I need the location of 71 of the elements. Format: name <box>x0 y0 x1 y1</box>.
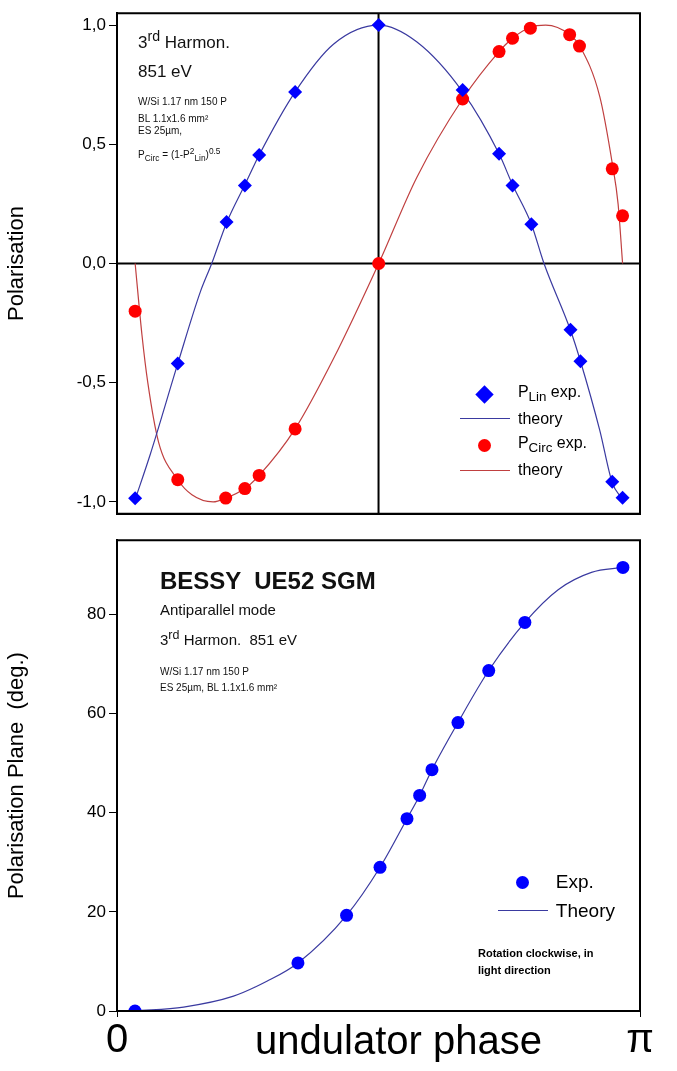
point <box>128 491 143 506</box>
point <box>523 21 537 35</box>
point <box>524 217 539 232</box>
legend-label: Exp. <box>555 870 594 894</box>
annotation: BL 1.1x1.6 mm² <box>138 112 210 126</box>
annotation: W/Si 1.17 nm 150 P <box>138 96 228 109</box>
y-tick-label: -0,5 <box>76 372 106 392</box>
point <box>288 422 302 436</box>
legend-label: P$_{Lin}$ exp. <box>517 381 582 406</box>
point <box>171 473 185 487</box>
point <box>605 474 620 489</box>
point <box>291 956 305 970</box>
point <box>238 482 252 496</box>
y-tick-label: 60 <box>87 703 106 723</box>
x-axis-title: undulator phase <box>255 1018 542 1063</box>
legend-label: P$_{Circ}$ exp. <box>517 432 587 457</box>
point <box>425 763 439 777</box>
point <box>373 860 387 874</box>
legend-label: Theory <box>555 898 615 923</box>
annotation: Antiparallel mode <box>160 601 277 620</box>
legend-label: theory <box>517 460 563 480</box>
annotation: 851 eV <box>138 60 193 83</box>
point <box>506 31 520 45</box>
point <box>616 560 630 574</box>
point <box>372 257 386 270</box>
point <box>482 664 496 678</box>
point <box>128 304 142 318</box>
point <box>492 45 506 59</box>
point <box>219 491 233 505</box>
point <box>616 209 630 223</box>
point <box>451 716 465 730</box>
y-tick-label: 1,0 <box>82 14 106 34</box>
point <box>573 354 588 369</box>
annotation: 3$^{rd}$ Harmon. 851 eV <box>160 627 299 650</box>
y-tick-label: 80 <box>87 604 106 624</box>
legend-label: theory <box>517 408 563 429</box>
annotation: Rotation clockwise, in light direction <box>478 946 595 978</box>
point <box>563 28 577 42</box>
point <box>563 322 578 337</box>
point <box>400 812 414 826</box>
y-axis-title: Polarisation Plane (deg.) <box>3 652 29 900</box>
point <box>605 162 619 176</box>
point <box>340 908 354 922</box>
point <box>455 82 470 97</box>
y-tick-label: 0,5 <box>82 134 106 153</box>
point <box>288 85 303 100</box>
point <box>237 178 252 193</box>
point <box>170 356 185 371</box>
y-tick-label: 0,0 <box>82 253 106 273</box>
point <box>219 215 234 230</box>
annotation: 3$^{rd}$ Harmon. <box>138 28 230 53</box>
point <box>492 146 507 161</box>
annotation: W/Si 1.17 nm 150 P <box>160 665 250 678</box>
point <box>413 788 427 802</box>
point <box>252 148 267 163</box>
point <box>572 39 586 53</box>
y-axis-title: Polarisation <box>3 206 29 321</box>
point <box>252 468 266 482</box>
x-tick-label: π <box>626 1016 654 1061</box>
text: BESSY UE52 SGM <box>160 567 376 595</box>
point <box>518 615 532 629</box>
annotation: ES 25µm, BL 1.1x1.6 mm² <box>160 682 279 695</box>
y-tick-label: 20 <box>87 901 106 921</box>
y-tick-label: -1,0 <box>76 491 106 511</box>
point <box>615 490 630 505</box>
annotation: ES 25µm, <box>138 125 184 138</box>
y-tick-label: 0 <box>96 1000 106 1020</box>
point <box>505 178 520 193</box>
point <box>371 18 386 33</box>
annotation: P$_{Circ}$ = (1-P$^{2}$$_{Lin}$)$^{0.5}$ <box>138 145 222 164</box>
y-tick-label: 40 <box>87 802 106 822</box>
